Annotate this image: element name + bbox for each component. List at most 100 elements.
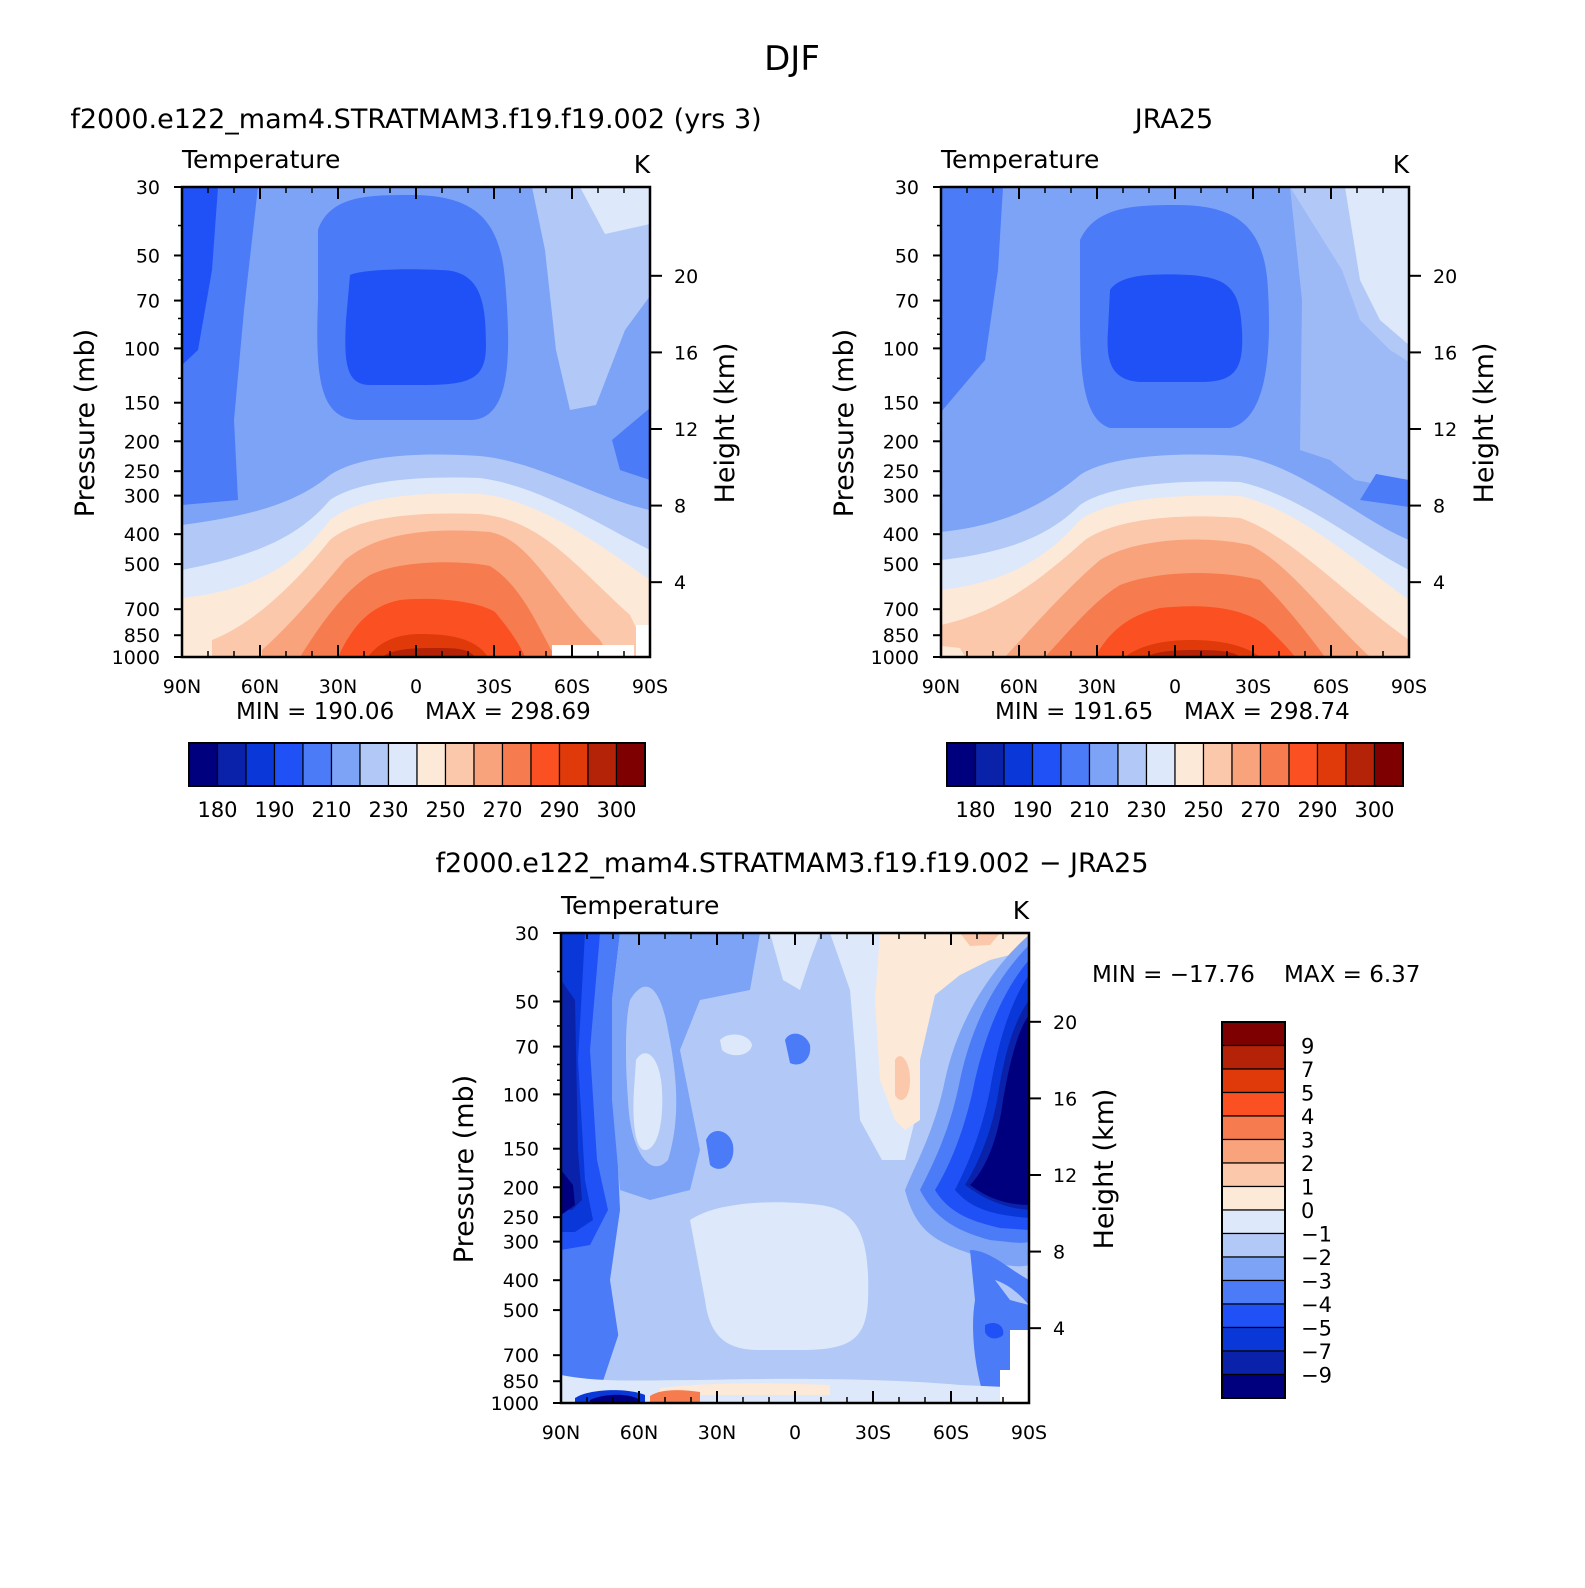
- colorbar-label: 290: [539, 798, 579, 822]
- y2label-model: Height (km): [710, 343, 741, 504]
- y-tick-label: 300: [883, 486, 919, 508]
- colorbar-swatch: [1316, 742, 1347, 787]
- y-tick-label: 1000: [871, 647, 919, 669]
- colorbar-swatch: [1221, 1138, 1286, 1164]
- y-tick-label: 500: [124, 554, 160, 576]
- y-tick-label: 1000: [491, 1393, 539, 1415]
- colorbar-swatch: [974, 742, 1005, 787]
- y2-tick-label: 16: [1053, 1088, 1077, 1110]
- colorbar-swatch: [416, 742, 447, 787]
- colorbar-swatch: [1221, 1044, 1286, 1070]
- colorbar-swatch: [1221, 1279, 1286, 1305]
- colorbar-label: 180: [955, 798, 995, 822]
- y-tick-label: 250: [124, 461, 160, 483]
- colorbar-obs: 180 190 210 230 250 270 290 300: [946, 742, 1404, 822]
- y-tick-label: 150: [503, 1139, 539, 1161]
- colorbar-swatch: [273, 742, 304, 787]
- colorbar-model: 180 190 210 230 250 270 290 300: [188, 742, 646, 822]
- ylabel-obs: Pressure (mb): [829, 329, 860, 517]
- x-tick-label: 30S: [1235, 676, 1271, 698]
- y-tick-label: 50: [515, 991, 539, 1013]
- minmax-obs-min: MIN = 191.65: [995, 699, 1153, 725]
- colorbar-swatch: [1259, 742, 1290, 787]
- panel-diff: 3050701001502002503004005007008501000201…: [449, 891, 1420, 1444]
- y-tick-label: 150: [883, 393, 919, 415]
- colorbar-swatch: [1221, 1162, 1286, 1188]
- colorbar-frame: [188, 742, 646, 787]
- y-tick-label: 100: [124, 338, 160, 360]
- x-tick-label: 0: [789, 1422, 801, 1444]
- y-tick-label: 200: [883, 431, 919, 453]
- y-tick-label: 850: [883, 625, 919, 647]
- x-tick-label: 60N: [620, 1422, 658, 1444]
- y2-tick-label: 8: [1053, 1242, 1065, 1264]
- x-tick-label: 60S: [933, 1422, 969, 1444]
- minmax-diff-max: MAX = 6.37: [1284, 962, 1420, 988]
- y-tick-label: 700: [883, 599, 919, 621]
- colorbar-swatch: [1231, 742, 1262, 787]
- y2-tick-label: 4: [1053, 1318, 1065, 1340]
- colorbar-swatch: [1117, 742, 1148, 787]
- subtitle-obs: Temperature: [940, 145, 1099, 174]
- colorbar-label: 190: [1012, 798, 1052, 822]
- colorbar-swatch: [1288, 742, 1319, 787]
- y2-tick-label: 16: [1433, 342, 1457, 364]
- y-tick-label: 1000: [112, 647, 160, 669]
- colorbar-swatch: [1221, 1021, 1286, 1047]
- x-tick-label: 30S: [855, 1422, 891, 1444]
- y-tick-label: 30: [895, 177, 919, 199]
- x-tick-label: 90N: [922, 676, 960, 698]
- y2-tick-label: 16: [674, 342, 698, 364]
- figure-title: DJF: [764, 39, 820, 79]
- y2-tick-label: 12: [674, 419, 698, 441]
- colorbar-label: −7: [1301, 1340, 1332, 1364]
- minmax-model-min: MIN = 190.06: [236, 699, 394, 725]
- colorbar-swatch: [1373, 742, 1404, 787]
- y-tick-label: 300: [503, 1232, 539, 1254]
- units-model: K: [634, 150, 651, 179]
- x-tick-label: 0: [410, 676, 422, 698]
- y2-tick-label: 12: [1433, 419, 1457, 441]
- colorbar-label: 180: [197, 798, 237, 822]
- x-tick-label: 60S: [554, 676, 590, 698]
- minmax-obs-max: MAX = 298.74: [1184, 699, 1350, 725]
- x-tick-label: 90S: [632, 676, 668, 698]
- colorbar-label: 270: [1240, 798, 1280, 822]
- panel-title-obs: JRA25: [1133, 104, 1213, 135]
- y-tick-label: 70: [515, 1037, 539, 1059]
- panel-title-model: f2000.e122_mam4.STRATMAM3.f19.f19.002 (y…: [70, 104, 761, 135]
- x-tick-label: 90N: [163, 676, 201, 698]
- y-tick-label: 250: [503, 1207, 539, 1229]
- x-tick-label: 30N: [1078, 676, 1116, 698]
- x-tick-label: 60N: [241, 676, 279, 698]
- colorbar-label: 2: [1301, 1152, 1314, 1176]
- colorbar-swatch: [1221, 1256, 1286, 1282]
- colorbar-swatch: [216, 742, 247, 787]
- x-tick-label: 90S: [1391, 676, 1427, 698]
- colorbar-swatch: [1221, 1068, 1286, 1094]
- colorbar-swatch: [1221, 1303, 1286, 1329]
- ylabel-model: Pressure (mb): [70, 329, 101, 517]
- y-tick-label: 500: [503, 1300, 539, 1322]
- colorbar-swatch: [1031, 742, 1062, 787]
- colorbar-label: −2: [1301, 1246, 1332, 1270]
- colorbar-label: 9: [1301, 1035, 1314, 1059]
- colorbar-label: 230: [368, 798, 408, 822]
- colorbar-swatch: [1221, 1185, 1286, 1211]
- colorbar-swatch: [1060, 742, 1091, 787]
- colorbar-swatch: [530, 742, 561, 787]
- colorbar-label: 190: [254, 798, 294, 822]
- colorbar-label: 250: [425, 798, 465, 822]
- colorbar-swatch: [1174, 742, 1205, 787]
- colorbar-swatch: [1088, 742, 1119, 787]
- y2label-diff: Height (km): [1089, 1089, 1120, 1250]
- colorbar-label: 290: [1297, 798, 1337, 822]
- colorbar-label: 270: [482, 798, 522, 822]
- colorbar-label: −4: [1301, 1293, 1332, 1317]
- contour-fill-model: [182, 187, 650, 657]
- colorbar-frame: [1221, 1021, 1286, 1399]
- y-tick-label: 400: [503, 1270, 539, 1292]
- y2-tick-label: 8: [1433, 496, 1445, 518]
- x-tick-label: 0: [1169, 676, 1181, 698]
